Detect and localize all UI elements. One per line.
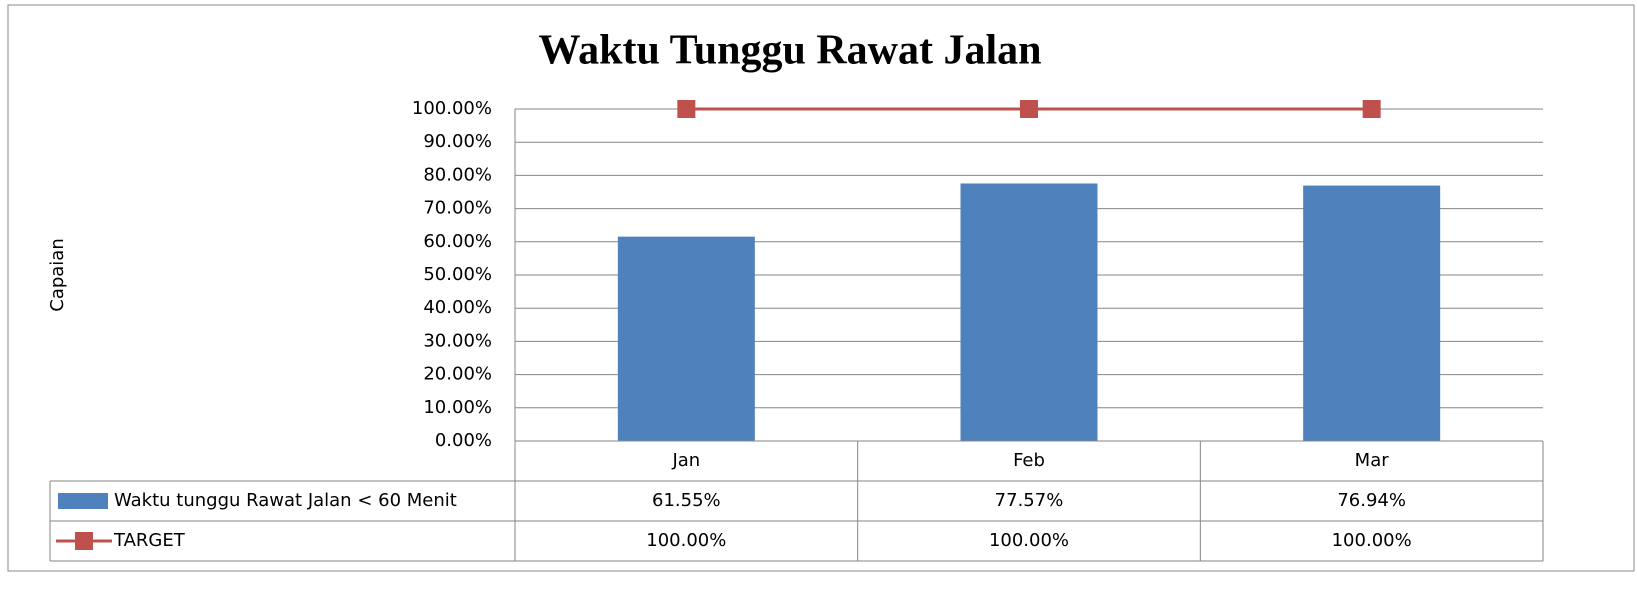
x-tick-label: Mar bbox=[1355, 450, 1390, 471]
bar bbox=[1303, 185, 1441, 441]
y-tick-label: 100.00% bbox=[412, 98, 492, 119]
y-tick-label: 50.00% bbox=[423, 264, 492, 285]
legend-key bbox=[75, 532, 93, 550]
x-tick-label: Feb bbox=[1013, 450, 1045, 471]
line-marker bbox=[1362, 100, 1381, 118]
y-tick-label: 20.00% bbox=[423, 364, 492, 385]
chart-title: Waktu Tunggu Rawat Jalan bbox=[538, 28, 1041, 74]
y-tick-label: 0.00% bbox=[435, 430, 492, 451]
x-tick-label: Jan bbox=[671, 450, 700, 471]
y-tick-label: 60.00% bbox=[423, 231, 492, 252]
table-value: 100.00% bbox=[989, 530, 1069, 551]
table-value: 76.94% bbox=[1337, 490, 1406, 511]
line-marker bbox=[677, 100, 696, 118]
y-tick-label: 10.00% bbox=[423, 397, 492, 418]
y-tick-label: 30.00% bbox=[423, 330, 492, 351]
table-value: 77.57% bbox=[995, 490, 1064, 511]
table-value: 61.55% bbox=[652, 490, 721, 511]
line-marker bbox=[1020, 100, 1038, 118]
bar bbox=[617, 236, 755, 441]
bar bbox=[960, 183, 1098, 442]
y-tick-label: 40.00% bbox=[423, 297, 492, 318]
y-tick-label: 70.00% bbox=[423, 198, 492, 219]
y-axis-label: Capaian bbox=[47, 238, 68, 312]
y-tick-label: 90.00% bbox=[423, 131, 492, 152]
table-value: 100.00% bbox=[1332, 530, 1412, 551]
table-value: 100.00% bbox=[646, 530, 726, 551]
y-tick-label: 80.00% bbox=[423, 164, 492, 185]
legend-key bbox=[58, 493, 108, 509]
legend-label: TARGET bbox=[113, 530, 186, 551]
legend-label: Waktu tunggu Rawat Jalan < 60 Menit bbox=[114, 490, 457, 511]
